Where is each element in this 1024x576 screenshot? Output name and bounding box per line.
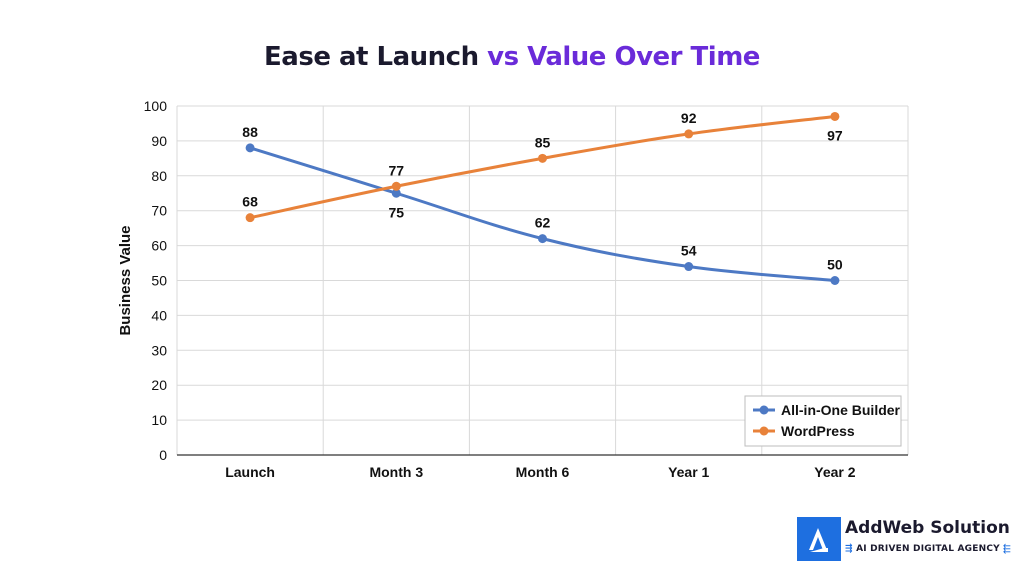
data-label: 92 [681, 110, 697, 126]
y-tick-label: 60 [151, 238, 167, 254]
data-label: 85 [535, 134, 551, 150]
y-tick-label: 90 [151, 133, 167, 149]
y-tick-label: 50 [151, 273, 167, 289]
data-point [538, 153, 547, 163]
y-tick-label: 40 [151, 307, 167, 323]
data-point [391, 188, 401, 198]
chevron-left-icon: ⬱ [999, 544, 1011, 554]
data-point [245, 213, 255, 223]
addweb-logo-icon [797, 517, 841, 561]
x-tick-label: Month 3 [369, 464, 423, 480]
data-point [830, 111, 840, 121]
data-point [538, 234, 547, 244]
x-tick-label: Launch [225, 464, 275, 480]
chart-title: Ease at Launch vs Value Over Time [0, 42, 1024, 72]
title-part-3: vs [478, 42, 528, 72]
legend: All-in-One Builder WordPress [744, 395, 902, 447]
legend-label: WordPress [781, 423, 855, 439]
data-label: 88 [242, 124, 258, 140]
data-point [830, 276, 840, 285]
chevron-right-icon: ⇶ [845, 544, 857, 554]
x-tick-label: Month 6 [516, 464, 570, 480]
y-axis-label: Business Value [117, 225, 134, 335]
y-tick-label: 100 [144, 98, 168, 114]
y-tick-label: 10 [151, 412, 167, 428]
title-part-2: Launch [376, 42, 480, 72]
legend-swatch-marker [759, 405, 769, 415]
data-label: 50 [827, 257, 843, 273]
data-label: 68 [242, 194, 258, 210]
brand-block: AddWeb Solution ⇶ AI DRIVEN DIGITAL AGEN… [797, 517, 1012, 561]
data-label: 77 [389, 162, 405, 178]
y-tick-label: 0 [159, 447, 167, 463]
axes: 0 10 20 30 40 50 60 70 80 90 100 Launch Month 3 Month… [117, 98, 908, 480]
title-part-1: Ease at [264, 42, 377, 72]
data-label: 97 [827, 127, 843, 143]
brand-tagline: ⇶ AI DRIVEN DIGITAL AGENCY ⬱ [845, 544, 1011, 554]
title-part-4: Value Over Time [527, 42, 760, 72]
y-tick-label: 70 [151, 203, 167, 219]
data-point [245, 143, 255, 153]
series-group: 88 75 62 54 50 68 77 85 92 97 [242, 110, 843, 285]
legend-box [744, 395, 902, 447]
y-tick-label: 30 [151, 342, 167, 358]
y-tick-label: 80 [151, 168, 167, 184]
data-point [684, 129, 694, 139]
x-tick-label: Year 1 [668, 464, 709, 480]
y-tick-label: 20 [151, 377, 167, 393]
legend-label: All-in-One Builder [781, 402, 901, 418]
brand-name: AddWeb Solution [845, 518, 1010, 538]
brand-tagline-text: AI DRIVEN DIGITAL AGENCY [856, 544, 1000, 554]
data-label: 54 [681, 243, 697, 259]
data-point [684, 262, 694, 272]
data-point [391, 181, 401, 191]
x-tick-label: Year 2 [814, 464, 855, 480]
series-line-2 [249, 114, 836, 220]
legend-swatch-marker [759, 426, 769, 436]
data-label: 62 [535, 215, 551, 231]
data-label: 75 [389, 204, 405, 220]
